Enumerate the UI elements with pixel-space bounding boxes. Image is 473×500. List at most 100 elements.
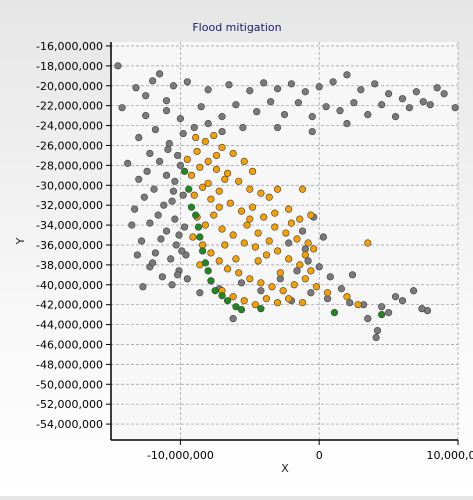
x-axis-label: X	[281, 462, 289, 475]
data-point-gray	[308, 127, 316, 136]
data-point-green	[199, 247, 207, 255]
data-point-orange	[254, 257, 262, 265]
data-point-orange	[364, 239, 372, 247]
data-point-gray	[391, 113, 400, 121]
data-point-orange	[192, 133, 200, 142]
data-point-gray	[398, 297, 407, 305]
data-point-gray	[433, 84, 441, 92]
data-point-gray	[151, 125, 160, 134]
data-point-gray	[426, 101, 434, 109]
tick-labels: -16,000,000 -18,000,000 -20,000,000 -22,000…	[36, 40, 473, 462]
data-point-green	[192, 211, 200, 219]
y-tick-label: -48,000,000	[36, 358, 103, 371]
data-point-gray	[114, 62, 122, 70]
data-point-gray	[348, 271, 357, 279]
data-point-gray	[204, 86, 212, 94]
data-point-orange	[235, 269, 243, 277]
data-point-gray	[276, 275, 284, 283]
data-point-green	[237, 306, 246, 314]
data-point-gray	[171, 215, 179, 223]
data-point-orange	[287, 219, 296, 227]
data-point-orange	[310, 245, 318, 253]
data-point-gray	[218, 127, 226, 136]
data-point-gray	[323, 295, 332, 303]
data-point-orange	[240, 297, 248, 305]
data-point-gray	[190, 123, 198, 132]
data-point-gray	[176, 161, 184, 169]
data-point-gray	[171, 177, 179, 185]
data-point-gray	[155, 157, 164, 165]
data-point-orange	[246, 185, 254, 193]
data-point-orange	[312, 283, 321, 291]
data-point-orange	[296, 215, 304, 223]
data-point-orange	[199, 241, 207, 249]
data-point-orange	[204, 157, 212, 165]
data-point-gray	[301, 245, 309, 253]
chart-title: Flood mitigation	[192, 21, 281, 34]
data-point-orange	[293, 235, 301, 243]
data-point-gray	[364, 111, 372, 119]
data-point-gray	[178, 247, 186, 255]
data-point-orange	[296, 261, 304, 269]
data-point-orange	[223, 265, 232, 273]
data-point-gray	[132, 84, 140, 92]
data-point-gray	[174, 271, 182, 279]
data-point-gray	[183, 275, 191, 283]
data-point-green	[330, 309, 339, 317]
data-point-gray	[135, 133, 143, 142]
data-point-gray	[183, 78, 191, 86]
data-point-gray	[322, 103, 330, 111]
data-point-orange	[248, 167, 257, 175]
data-point-orange	[271, 223, 279, 231]
data-point-orange	[257, 279, 265, 287]
y-axis-label: Y	[14, 237, 27, 245]
data-point-gray	[150, 185, 158, 193]
data-point-orange	[240, 157, 248, 165]
data-point-gray	[357, 86, 365, 94]
data-point-orange	[199, 183, 207, 191]
y-tick-label: -22,000,000	[36, 100, 103, 113]
y-tick-label: -36,000,000	[36, 239, 103, 252]
data-point-green	[201, 259, 209, 267]
y-tick-label: -28,000,000	[36, 159, 103, 172]
data-point-gray	[218, 113, 226, 121]
y-tick-label: -44,000,000	[36, 319, 103, 332]
data-point-orange	[193, 147, 201, 156]
data-point-gray	[319, 233, 327, 241]
data-point-gray	[149, 77, 157, 85]
data-point-gray	[140, 193, 148, 201]
data-point-green	[218, 292, 226, 300]
data-point-orange	[183, 155, 191, 164]
y-tick-label: -42,000,000	[36, 299, 103, 312]
data-point-gray	[260, 79, 268, 87]
data-point-orange	[223, 169, 232, 177]
data-point-gray	[162, 107, 171, 115]
data-point-orange	[229, 149, 237, 158]
data-point-green	[180, 167, 189, 175]
data-point-gray	[273, 85, 282, 93]
data-point-orange	[187, 171, 196, 179]
data-point-gray	[239, 123, 247, 132]
x-tick-label: 0	[316, 449, 323, 462]
data-point-orange	[298, 299, 307, 307]
data-point-gray	[160, 201, 168, 209]
data-point-gray	[142, 112, 150, 120]
data-point-gray	[164, 145, 172, 154]
data-point-orange	[268, 283, 276, 291]
data-point-orange	[285, 295, 293, 303]
data-point-gray	[451, 104, 459, 112]
data-point-gray	[418, 305, 426, 313]
data-point-orange	[285, 205, 293, 213]
data-point-orange	[262, 251, 271, 259]
data-point-orange	[273, 247, 282, 255]
data-point-gray	[179, 129, 187, 138]
data-point-gray	[412, 88, 420, 96]
data-point-orange	[307, 267, 315, 275]
data-point-gray	[405, 104, 414, 112]
data-point-gray	[326, 273, 334, 281]
y-tick-label: -54,000,000	[36, 418, 103, 431]
data-point-green	[187, 203, 196, 211]
data-point-gray	[343, 119, 351, 128]
data-point-gray	[409, 287, 418, 295]
data-point-gray	[229, 315, 237, 323]
